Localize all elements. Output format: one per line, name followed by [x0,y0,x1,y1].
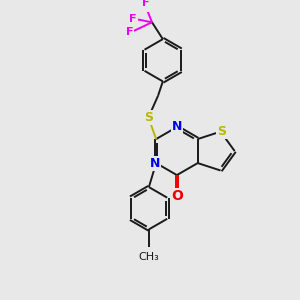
Text: F: F [126,27,134,37]
Text: O: O [171,190,183,203]
Text: S: S [217,125,226,138]
Text: N: N [172,120,182,133]
Text: N: N [150,157,160,169]
Text: F: F [142,0,149,8]
Text: S: S [144,111,153,124]
Text: CH₃: CH₃ [139,252,159,262]
Text: F: F [129,14,137,24]
